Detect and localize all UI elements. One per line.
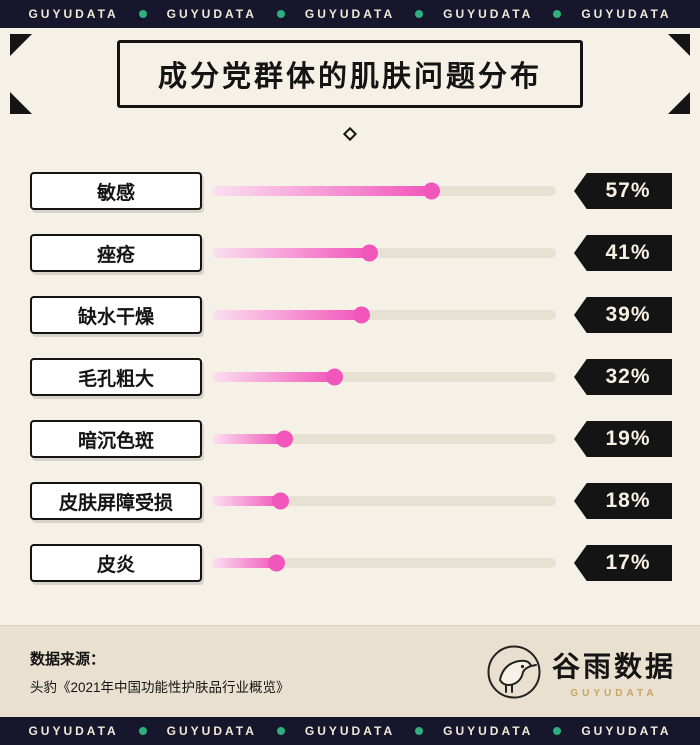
lollipop-dot-icon	[268, 554, 286, 572]
value-badge: 32%	[574, 359, 672, 395]
value-badge: 19%	[574, 421, 672, 457]
logo-english-text: GUYUDATA	[570, 687, 658, 699]
value-badge: 39%	[574, 297, 672, 333]
dot-icon	[415, 10, 424, 18]
banner-brand-text: GUYUDATA	[166, 724, 257, 738]
bar-track	[212, 430, 556, 448]
value-badge: 18%	[574, 483, 672, 519]
bird-logo-icon	[487, 645, 541, 698]
corner-decoration-icon	[10, 92, 32, 114]
page-title: 成分党群体的肌肤问题分布	[116, 40, 583, 108]
lollipop-dot-icon	[326, 368, 344, 386]
banner-brand-text: GUYUDATA	[304, 724, 396, 738]
category-label: 暗沉色斑	[30, 420, 202, 458]
separator	[0, 120, 700, 148]
bar-fill	[212, 244, 378, 262]
corner-decoration-icon	[10, 34, 32, 56]
chart-row: 痤疮 41%	[0, 222, 700, 284]
chart-row: 敏感 57%	[0, 160, 700, 222]
diamond-icon	[342, 126, 358, 142]
logo-text-block: 谷雨数据 GUYUDATA	[552, 645, 676, 699]
dot-icon	[138, 727, 147, 735]
category-label: 毛孔粗大	[30, 358, 202, 396]
banner-brand-text: GUYUDATA	[304, 7, 396, 21]
banner-brand-text: GUYUDATA	[28, 724, 119, 738]
chart-row: 暗沉色斑 19%	[0, 408, 700, 470]
chart-row: 皮炎 17%	[0, 532, 700, 594]
source-text: 头豹《2021年中国功能性护肤品行业概览》	[30, 679, 290, 695]
logo-chinese-text: 谷雨数据	[551, 651, 676, 683]
value-badge: 57%	[574, 173, 672, 209]
dot-icon	[276, 10, 285, 18]
banner-brand-text: GUYUDATA	[443, 724, 534, 738]
banner-brand-text: GUYUDATA	[581, 7, 672, 21]
dot-icon	[276, 727, 285, 735]
title-section: 成分党群体的肌肤问题分布	[0, 28, 700, 120]
top-banner: GUYUDATA GUYUDATA GUYUDATA GUYUDATA GUYU…	[0, 0, 700, 28]
corner-decoration-icon	[668, 92, 690, 114]
bar-track	[212, 368, 556, 386]
bar-fill	[212, 368, 344, 386]
lollipop-dot-icon	[276, 430, 294, 448]
bar-fill	[212, 554, 286, 572]
lollipop-dot-icon	[272, 492, 290, 510]
bar-track	[212, 244, 556, 262]
value-badge: 41%	[574, 235, 672, 271]
bar-track	[212, 306, 556, 324]
banner-brand-text: GUYUDATA	[166, 7, 257, 21]
value-badge: 17%	[574, 545, 672, 581]
bottom-banner: GUYUDATA GUYUDATA GUYUDATA GUYUDATA GUYU…	[0, 717, 700, 745]
dot-icon	[138, 10, 147, 18]
banner-brand-text: GUYUDATA	[581, 724, 672, 738]
lollipop-dot-icon	[353, 306, 371, 324]
chart-row: 毛孔粗大 32%	[0, 346, 700, 408]
source-label: 数据来源：	[30, 650, 106, 668]
category-label: 皮炎	[30, 544, 202, 582]
bar-track	[212, 554, 556, 572]
lollipop-dot-icon	[422, 182, 440, 200]
dot-icon	[553, 10, 562, 18]
lollipop-dot-icon	[360, 244, 378, 262]
lollipop-chart: 敏感 57% 痤疮 41% 缺水干燥 39% 毛孔粗大 32% 暗沉色斑 19%	[0, 148, 700, 625]
dot-icon	[553, 727, 562, 735]
category-label: 敏感	[30, 172, 202, 210]
category-label: 皮肤屏障受损	[30, 482, 202, 520]
chart-row: 缺水干燥 39%	[0, 284, 700, 346]
banner-brand-text: GUYUDATA	[28, 7, 119, 21]
corner-decoration-icon	[668, 34, 690, 56]
bar-track	[212, 182, 556, 200]
category-label: 痤疮	[30, 234, 202, 272]
footer: 数据来源： 头豹《2021年中国功能性护肤品行业概览》 谷雨数据 GUYUDAT…	[0, 625, 700, 717]
bar-fill	[212, 182, 440, 200]
category-label: 缺水干燥	[30, 296, 202, 334]
bar-fill	[212, 306, 371, 324]
data-source: 数据来源： 头豹《2021年中国功能性护肤品行业概览》	[30, 648, 290, 696]
bar-fill	[212, 430, 294, 448]
chart-row: 皮肤屏障受损 18%	[0, 470, 700, 532]
guyu-logo: 谷雨数据 GUYUDATA	[486, 644, 676, 700]
banner-brand-text: GUYUDATA	[443, 7, 534, 21]
bar-fill	[212, 492, 290, 510]
dot-icon	[415, 727, 424, 735]
bar-track	[212, 492, 556, 510]
